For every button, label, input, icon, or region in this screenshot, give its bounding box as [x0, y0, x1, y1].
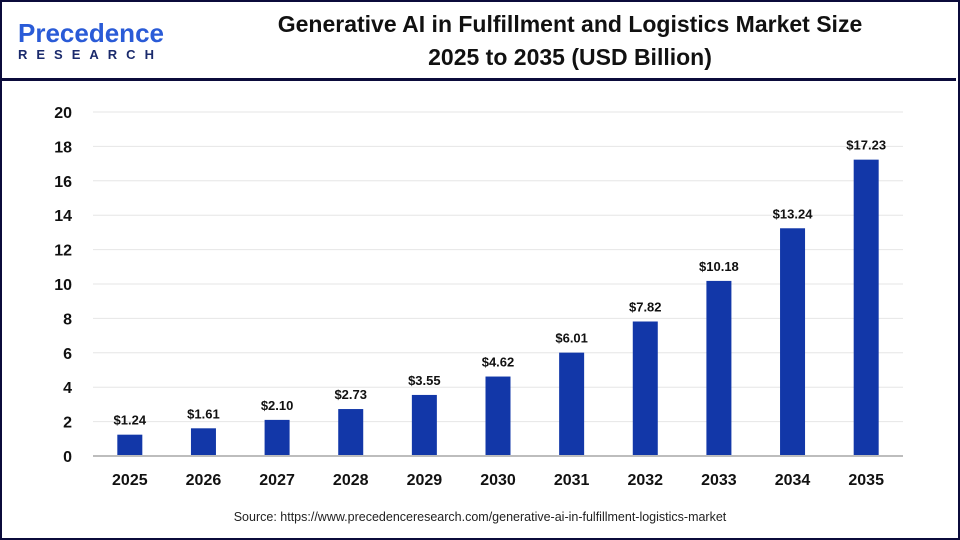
x-tick-label: 2029 — [407, 472, 443, 489]
bar — [264, 419, 290, 456]
data-label: $7.82 — [629, 299, 662, 314]
chart-title-line2: 2025 to 2035 (USD Billion) — [428, 44, 712, 70]
chart-title: Generative AI in Fulfillment and Logisti… — [200, 8, 940, 74]
x-tick-label: 2027 — [259, 472, 295, 489]
data-label: $1.24 — [114, 413, 147, 428]
data-label: $4.62 — [482, 355, 515, 370]
data-label: $17.23 — [846, 138, 886, 153]
bar — [190, 428, 216, 456]
bar — [411, 394, 437, 456]
y-tick-label: 12 — [54, 243, 72, 260]
bar — [117, 434, 143, 456]
x-tick-label: 2026 — [186, 472, 222, 489]
x-tick-label: 2031 — [554, 472, 590, 489]
y-tick-label: 8 — [63, 311, 72, 328]
bar — [780, 228, 806, 456]
data-label: $13.24 — [773, 206, 814, 221]
logo-subtitle: RESEARCH — [18, 47, 163, 62]
bar — [632, 321, 658, 456]
data-label: $6.01 — [555, 331, 588, 346]
source-text: Source: https://www.precedenceresearch.c… — [233, 510, 727, 524]
x-tick-label: 2028 — [333, 472, 369, 489]
data-label: $3.55 — [408, 373, 441, 388]
y-tick-label: 20 — [54, 105, 72, 122]
y-tick-label: 16 — [54, 174, 72, 191]
x-tick-label: 2032 — [627, 472, 663, 489]
x-tick-label: 2025 — [112, 472, 148, 489]
x-tick-label: 2033 — [701, 472, 737, 489]
x-tick-label: 2034 — [775, 472, 811, 489]
data-label: $2.10 — [261, 398, 294, 413]
data-label: $10.18 — [699, 259, 739, 274]
bar — [559, 352, 585, 456]
y-tick-label: 10 — [54, 277, 72, 294]
y-tick-label: 0 — [63, 449, 72, 466]
chart-title-line1: Generative AI in Fulfillment and Logisti… — [277, 11, 863, 37]
y-tick-label: 6 — [63, 346, 72, 363]
x-tick-label: 2030 — [480, 472, 516, 489]
x-tick-label: 2035 — [848, 472, 884, 489]
bar — [338, 409, 364, 456]
y-tick-label: 18 — [54, 139, 72, 156]
y-tick-label: 4 — [63, 380, 72, 397]
y-tick-label: 2 — [63, 415, 72, 432]
data-label: $2.73 — [334, 387, 367, 402]
header: Precedence RESEARCH Generative AI in Ful… — [0, 0, 956, 81]
data-label: $1.61 — [187, 406, 220, 421]
bar — [706, 280, 732, 456]
bar — [485, 376, 511, 456]
y-tick-label: 14 — [54, 208, 72, 225]
logo-word: recedence — [35, 18, 164, 48]
precedence-research-logo: Precedence RESEARCH — [18, 20, 164, 62]
bar — [853, 159, 879, 457]
logo-initial: P — [18, 18, 36, 48]
